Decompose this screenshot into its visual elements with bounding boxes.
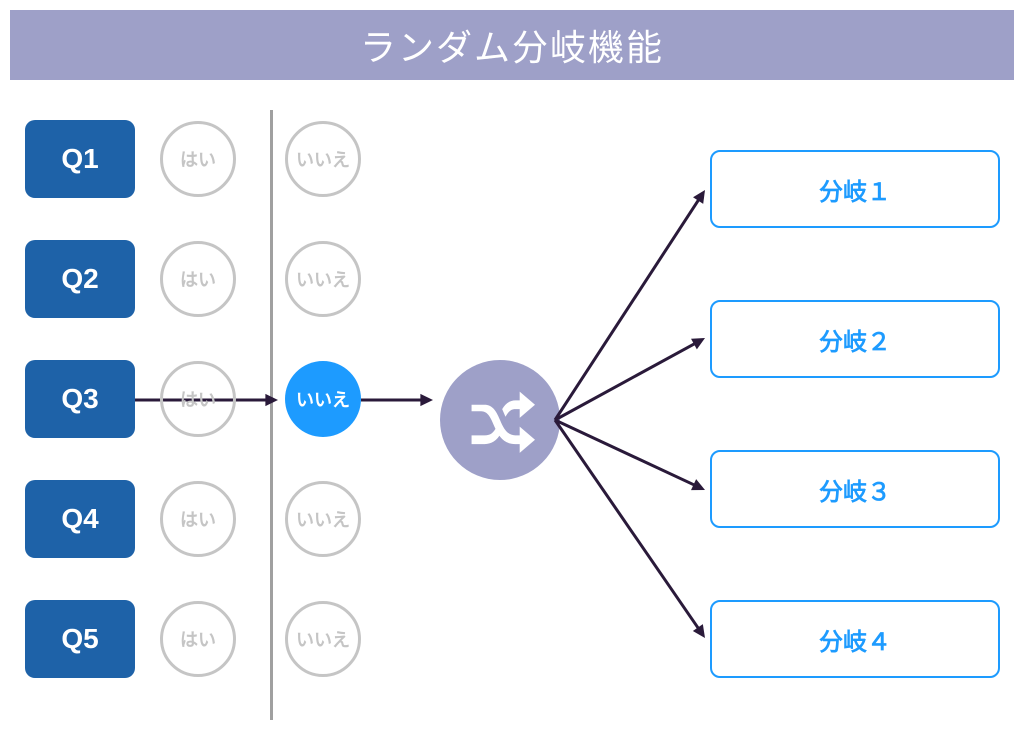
vertical-divider xyxy=(270,110,273,720)
question-box: Q2 xyxy=(25,240,135,318)
no-label: いいえ xyxy=(296,146,350,172)
no-label: いいえ xyxy=(296,266,350,292)
yes-circle: はい xyxy=(160,361,236,437)
yes-circle: はい xyxy=(160,121,236,197)
branch-label: 分岐３ xyxy=(819,472,891,507)
yes-label: はい xyxy=(180,626,216,652)
shuffle-icon xyxy=(465,385,535,455)
yes-circle: はい xyxy=(160,241,236,317)
yes-label: はい xyxy=(180,386,216,412)
question-label: Q5 xyxy=(61,623,98,655)
question-box: Q4 xyxy=(25,480,135,558)
question-label: Q1 xyxy=(61,143,98,175)
title-bar: ランダム分岐機能 xyxy=(10,10,1014,80)
no-circle: いいえ xyxy=(285,481,361,557)
yes-label: はい xyxy=(180,146,216,172)
branch-box: 分岐１ xyxy=(710,150,1000,228)
yes-label: はい xyxy=(180,506,216,532)
question-label: Q4 xyxy=(61,503,98,535)
shuffle-hub xyxy=(440,360,560,480)
branch-label: 分岐２ xyxy=(819,322,891,357)
no-circle: いいえ xyxy=(285,241,361,317)
no-circle: いいえ xyxy=(285,121,361,197)
question-box: Q3 xyxy=(25,360,135,438)
yes-label: はい xyxy=(180,266,216,292)
question-label: Q3 xyxy=(61,383,98,415)
yes-circle: はい xyxy=(160,601,236,677)
branch-box: 分岐３ xyxy=(710,450,1000,528)
no-circle: いいえ xyxy=(285,361,361,437)
question-box: Q5 xyxy=(25,600,135,678)
diagram-stage: Q1はいいいえQ2はいいいえQ3はいいいえQ4はいいいえQ5はいいいえ分岐１分岐… xyxy=(10,100,1014,730)
branch-label: 分岐４ xyxy=(819,622,891,657)
no-circle: いいえ xyxy=(285,601,361,677)
branch-box: 分岐４ xyxy=(710,600,1000,678)
branch-label: 分岐１ xyxy=(819,172,891,207)
question-box: Q1 xyxy=(25,120,135,198)
no-label: いいえ xyxy=(296,386,350,412)
no-label: いいえ xyxy=(296,626,350,652)
question-label: Q2 xyxy=(61,263,98,295)
no-label: いいえ xyxy=(296,506,350,532)
yes-circle: はい xyxy=(160,481,236,557)
title-text: ランダム分岐機能 xyxy=(360,19,664,71)
branch-box: 分岐２ xyxy=(710,300,1000,378)
